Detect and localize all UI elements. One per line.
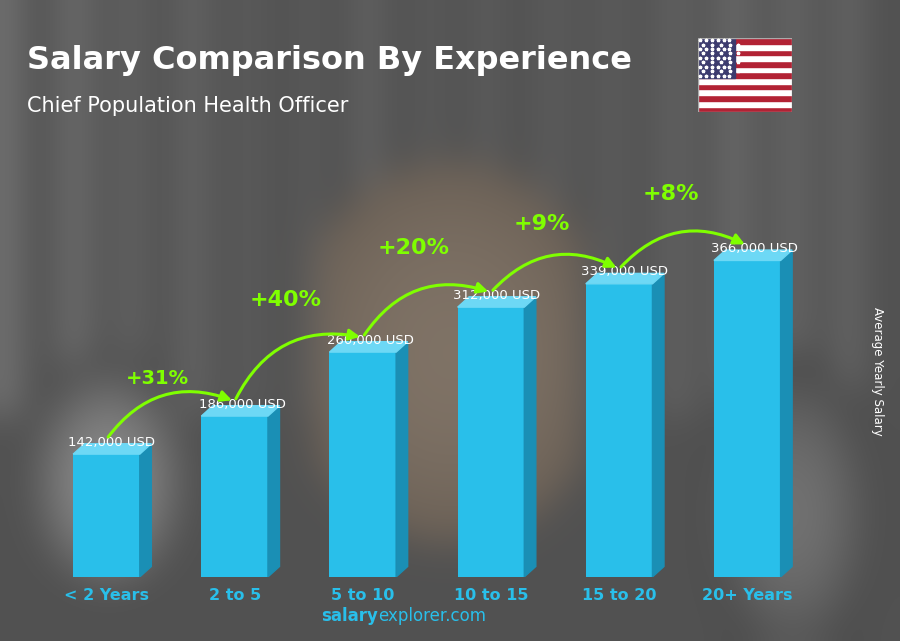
Bar (586, 284, 652, 577)
Polygon shape (268, 406, 280, 577)
Bar (698, 61, 792, 67)
Text: 312,000 USD: 312,000 USD (453, 288, 540, 301)
Text: 186,000 USD: 186,000 USD (199, 397, 285, 410)
Text: Salary Comparison By Experience: Salary Comparison By Experience (27, 45, 632, 76)
Bar (698, 84, 792, 90)
Text: Chief Population Health Officer: Chief Population Health Officer (27, 96, 348, 116)
Text: +20%: +20% (378, 238, 450, 258)
Text: +9%: +9% (514, 214, 571, 235)
Text: Average Yearly Salary: Average Yearly Salary (871, 308, 884, 436)
Bar (698, 38, 792, 44)
Polygon shape (586, 274, 664, 284)
Text: +40%: +40% (250, 290, 322, 310)
Text: 142,000 USD: 142,000 USD (68, 435, 155, 449)
Bar (698, 72, 792, 78)
Bar (698, 106, 792, 112)
Bar (698, 90, 792, 95)
Polygon shape (457, 297, 536, 307)
Polygon shape (396, 342, 408, 577)
Polygon shape (140, 444, 151, 577)
Bar (698, 95, 792, 101)
Bar (698, 50, 792, 56)
Text: 366,000 USD: 366,000 USD (711, 242, 798, 255)
Bar (698, 56, 792, 61)
Bar (698, 38, 735, 78)
Polygon shape (780, 250, 792, 577)
Bar (698, 44, 792, 50)
Polygon shape (202, 406, 280, 416)
Polygon shape (329, 342, 408, 352)
Bar (457, 307, 525, 577)
Bar (73, 454, 140, 577)
Bar (202, 416, 268, 577)
Text: explorer.com: explorer.com (378, 607, 486, 625)
Polygon shape (652, 274, 664, 577)
Text: +8%: +8% (642, 183, 698, 204)
Text: 260,000 USD: 260,000 USD (327, 333, 414, 347)
Polygon shape (73, 444, 151, 454)
Text: 339,000 USD: 339,000 USD (580, 265, 668, 278)
Bar (698, 67, 792, 72)
Bar (329, 352, 396, 577)
Text: +31%: +31% (126, 369, 189, 388)
Bar (698, 78, 792, 84)
Text: salary: salary (321, 607, 378, 625)
Bar (714, 260, 780, 577)
Polygon shape (714, 250, 792, 260)
Bar (698, 101, 792, 106)
Polygon shape (525, 297, 535, 577)
